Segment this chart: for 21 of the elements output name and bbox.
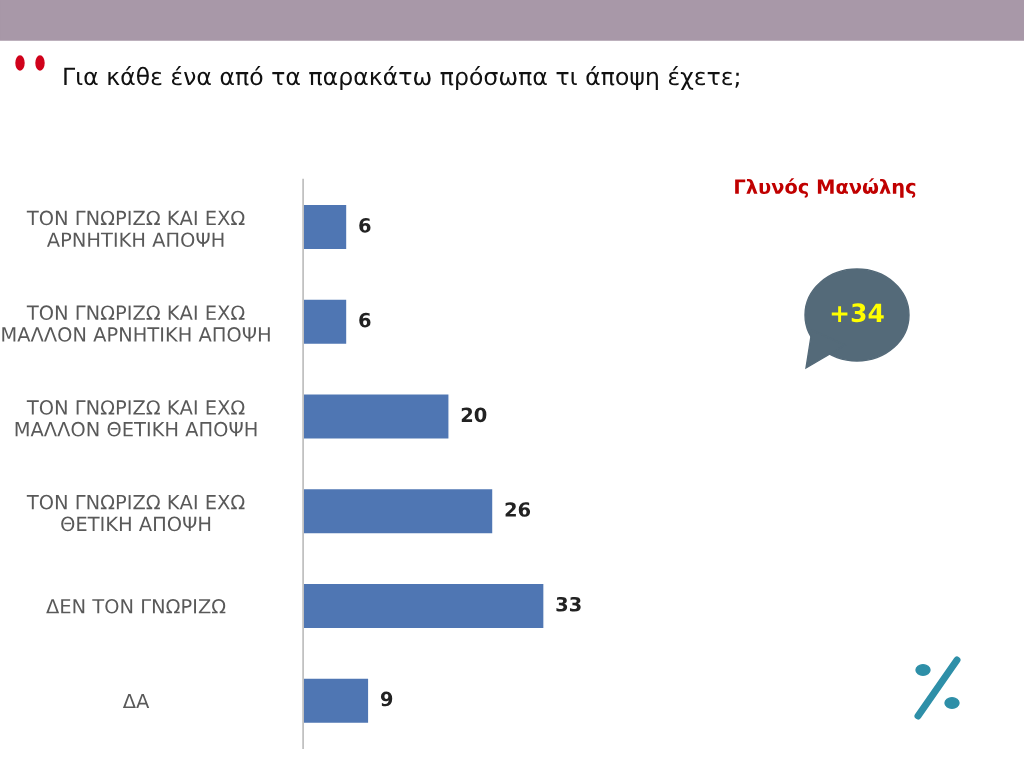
data-label: 33 [556,596,581,612]
y-tick-label: ΤΟΝ ΓΝΩΡΙΖΩ ΚΑΙ ΕΧΩ ΜΑΛΛΟΝ ΘΕΤΙΚΗ ΑΠΟΨΗ [15,400,257,437]
y-tick-label: ΔΑ [122,693,150,709]
data-label: 6 [359,312,371,328]
y-tick-label: ΤΟΝ ΓΝΩΡΙΖΩ ΚΑΙ ΕΧΩ ΘΕΤΙΚΗ ΑΠΟΨΗ [26,494,245,532]
data-label: 6 [359,218,371,233]
y-tick-label: ΤΟΝ ΓΝΩΡΙΖΩ ΚΑΙ ΕΧΩ ΑΡΝΗΤΙΚΗ ΑΠΟΨΗ [26,210,245,248]
data-label: 26 [505,502,531,517]
chart-title: Για κάθε ένα από τα παρακάτω πρόσωπα τι άποψη έχετε; [64,66,739,90]
bar [303,677,370,725]
text: Γλυνός Μανώλης [735,178,916,198]
data-label: 20 [461,407,487,423]
bar [303,582,545,630]
bar [303,203,348,251]
y-tick-label: ΤΟΝ ΓΝΩΡΙΖΩ ΚΑΙ ΕΧΩ ΜΑΛΛΟΝ ΑΡΝΗΤΙΚΗ ΑΠΟΨΗ [2,305,270,342]
bar [303,393,450,440]
data-label: 9 [380,691,393,707]
bar [303,487,494,535]
text: +34 [831,303,884,323]
y-tick-label: ΔΕΝ ΤΟΝ ΓΝΩΡΙΖΩ [46,598,226,614]
bar [303,298,348,346]
